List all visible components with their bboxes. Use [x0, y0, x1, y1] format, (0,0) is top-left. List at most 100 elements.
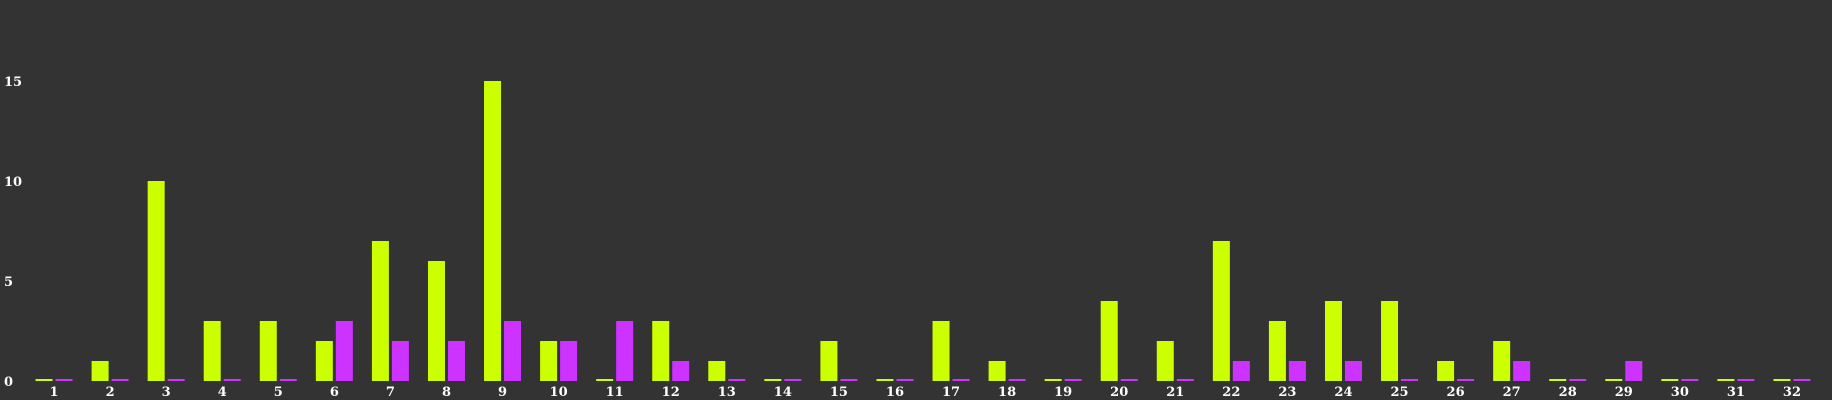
bar-series1-14 [764, 379, 782, 381]
bar-series2-7 [391, 341, 409, 381]
x-tick-label: 19 [1054, 385, 1072, 400]
x-tick-label: 6 [330, 385, 339, 400]
bars-group [35, 81, 1811, 381]
x-tick-label: 1 [50, 385, 59, 400]
bar-series2-10 [560, 341, 578, 381]
bar-series2-18 [1008, 379, 1026, 381]
bar-series2-9 [504, 321, 522, 381]
bar-series1-25 [1381, 301, 1399, 381]
bar-series1-30 [1661, 379, 1679, 381]
bar-series1-6 [315, 341, 333, 381]
bar-series2-13 [728, 379, 746, 381]
bar-series1-13 [708, 361, 726, 381]
x-tick-label: 5 [274, 385, 283, 400]
bar-series1-23 [1268, 321, 1286, 381]
x-tick-label: 18 [998, 385, 1016, 400]
bar-series2-11 [616, 321, 634, 381]
x-tick-label: 20 [1110, 385, 1128, 400]
bar-series1-28 [1549, 379, 1567, 381]
bar-series2-26 [1457, 379, 1475, 381]
bar-series1-32 [1773, 379, 1791, 381]
bar-series2-22 [1232, 361, 1250, 381]
bar-series1-18 [988, 361, 1006, 381]
x-tick-label: 22 [1222, 385, 1240, 400]
bar-series1-12 [652, 321, 670, 381]
x-tick-label: 27 [1503, 385, 1521, 400]
y-tick-label: 10 [4, 175, 22, 190]
x-tick-label: 29 [1615, 385, 1633, 400]
bar-series2-15 [840, 379, 858, 381]
x-tick-label: 26 [1447, 385, 1465, 400]
bar-series1-16 [876, 379, 894, 381]
x-tick-label: 12 [662, 385, 680, 400]
x-axis: 1 2 3 4 5 6 7 8 9 10 11 12 13 14 15 16 17 18 19 20 21 22 23 24 2… [50, 385, 1802, 400]
bar-series2-24 [1344, 361, 1362, 381]
y-tick-label: 5 [4, 275, 13, 290]
x-tick-label: 30 [1671, 385, 1689, 400]
y-tick-label: 15 [4, 75, 22, 90]
x-tick-label: 21 [1166, 385, 1184, 400]
x-tick-label: 9 [498, 385, 507, 400]
bar-series1-29 [1605, 379, 1623, 381]
bar-series1-22 [1212, 241, 1230, 381]
bar-series1-21 [1156, 341, 1174, 381]
x-tick-label: 32 [1783, 385, 1801, 400]
bar-series2-28 [1569, 379, 1587, 381]
bar-series2-17 [952, 379, 970, 381]
bar-series2-12 [672, 361, 690, 381]
bar-series2-19 [1064, 379, 1082, 381]
bar-series2-23 [1288, 361, 1306, 381]
bar-series1-1 [35, 379, 53, 381]
bar-series1-3 [147, 181, 165, 381]
x-tick-label: 16 [886, 385, 904, 400]
bar-series1-8 [427, 261, 445, 381]
x-tick-label: 10 [550, 385, 568, 400]
bar-series2-2 [111, 379, 129, 381]
bar-series2-8 [447, 341, 465, 381]
bar-series1-15 [820, 341, 838, 381]
bar-series2-3 [167, 379, 185, 381]
bar-series1-27 [1493, 341, 1511, 381]
x-tick-label: 3 [162, 385, 171, 400]
bar-series1-19 [1044, 379, 1062, 381]
bar-series1-17 [932, 321, 950, 381]
bar-series2-16 [896, 379, 914, 381]
bar-series1-24 [1324, 301, 1342, 381]
x-tick-label: 28 [1559, 385, 1577, 400]
x-tick-label: 13 [718, 385, 736, 400]
bar-series1-9 [484, 81, 502, 381]
x-tick-label: 31 [1727, 385, 1745, 400]
x-tick-label: 17 [942, 385, 960, 400]
bar-series2-30 [1681, 379, 1699, 381]
bar-series2-32 [1793, 379, 1811, 381]
bar-series2-20 [1120, 379, 1138, 381]
bar-series2-1 [55, 379, 73, 381]
x-tick-label: 14 [774, 385, 792, 400]
x-tick-label: 11 [606, 385, 624, 400]
y-tick-label: 0 [4, 375, 13, 390]
bar-series2-6 [335, 321, 353, 381]
bar-series2-27 [1513, 361, 1531, 381]
x-tick-label: 4 [218, 385, 227, 400]
x-tick-label: 25 [1390, 385, 1408, 400]
bar-series1-26 [1437, 361, 1455, 381]
x-tick-label: 2 [106, 385, 115, 400]
x-tick-label: 23 [1278, 385, 1296, 400]
x-tick-label: 24 [1334, 385, 1352, 400]
bar-series2-25 [1401, 379, 1419, 381]
bar-series2-4 [223, 379, 241, 381]
bar-series2-29 [1625, 361, 1643, 381]
x-tick-label: 15 [830, 385, 848, 400]
y-axis: 0 5 10 15 [4, 75, 22, 390]
bar-series2-21 [1176, 379, 1194, 381]
bar-series1-31 [1717, 379, 1735, 381]
bar-series1-20 [1100, 301, 1118, 381]
bar-series2-14 [784, 379, 802, 381]
x-tick-label: 7 [386, 385, 395, 400]
bar-series2-31 [1737, 379, 1755, 381]
x-tick-label: 8 [442, 385, 451, 400]
bar-series1-2 [91, 361, 109, 381]
bar-series1-11 [596, 379, 614, 381]
